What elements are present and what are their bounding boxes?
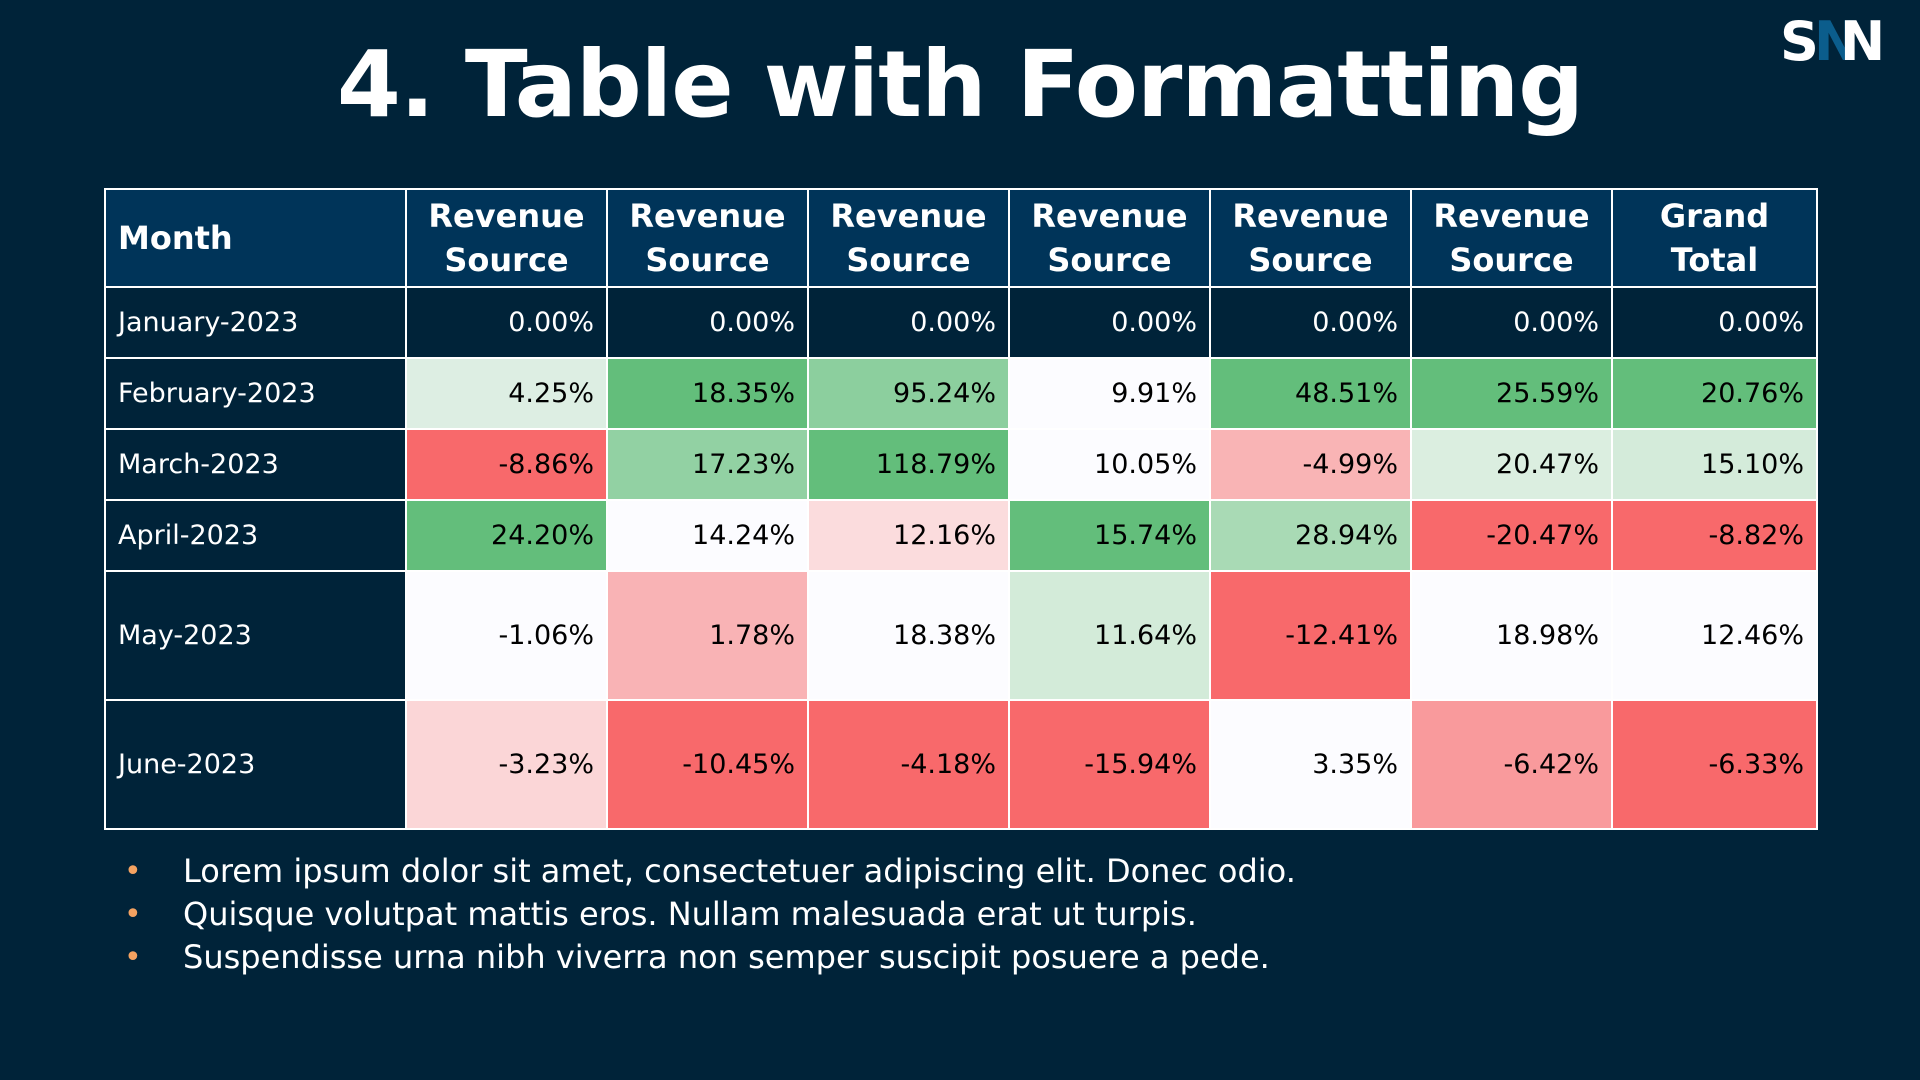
header-revenue-source: Revenue Source [606,188,809,288]
value-cell: 9.91% [1008,357,1211,430]
revenue-table: Month Revenue Source Revenue Source Reve… [104,188,1818,830]
header-line: Source [846,241,971,279]
header-line: Source [1449,241,1574,279]
value-cell: 0.00% [1410,286,1613,359]
value-cell: 0.00% [606,286,809,359]
header-line: Revenue [629,197,786,235]
value-cell: -6.42% [1410,699,1613,830]
value-cell: 48.51% [1209,357,1412,430]
value-cell: 12.16% [807,499,1010,572]
logo-letter-s: S [1780,10,1819,73]
value-cell: -4.99% [1209,428,1412,501]
value-cell: 20.47% [1410,428,1613,501]
bullet-item: • Quisque volutpat mattis eros. Nullam m… [120,893,1296,936]
header-line: Revenue [1433,197,1590,235]
header-month: Month [104,188,407,288]
value-cell: 25.59% [1410,357,1613,430]
header-line: Source [645,241,770,279]
table-row: June-2023 -3.23% -10.45% -4.18% -15.94% … [104,699,1818,830]
header-line: Source [1047,241,1172,279]
header-line: Revenue [428,197,585,235]
value-cell: 3.35% [1209,699,1412,830]
value-cell: 118.79% [807,428,1010,501]
header-revenue-source: Revenue Source [405,188,608,288]
value-cell: -20.47% [1410,499,1613,572]
header-line: Source [444,241,569,279]
bullet-icon: • [124,940,142,975]
header-grand-total: Grand Total [1611,188,1818,288]
value-cell: 14.24% [606,499,809,572]
grand-total-cell: 12.46% [1611,570,1818,701]
header-line: Revenue [830,197,987,235]
value-cell: 18.35% [606,357,809,430]
header-line: Source [1248,241,1373,279]
value-cell: -3.23% [405,699,608,830]
value-cell: 0.00% [1209,286,1412,359]
value-cell: 0.00% [1008,286,1211,359]
bullet-icon: • [124,897,142,932]
bullet-item: • Lorem ipsum dolor sit amet, consectetu… [120,850,1296,893]
month-cell: February-2023 [104,357,407,430]
table-row: May-2023 -1.06% 1.78% 18.38% 11.64% -12.… [104,570,1818,701]
value-cell: -8.86% [405,428,608,501]
grand-total-cell: -8.82% [1611,499,1818,572]
month-cell: January-2023 [104,286,407,359]
value-cell: 15.74% [1008,499,1211,572]
header-revenue-source: Revenue Source [1209,188,1412,288]
brand-logo: S N N [1778,14,1893,70]
bullet-text: Quisque volutpat mattis eros. Nullam mal… [183,895,1197,933]
bullet-icon: • [124,854,142,889]
bullet-list: • Lorem ipsum dolor sit amet, consectetu… [120,850,1296,979]
value-cell: -1.06% [405,570,608,701]
bullet-text: Suspendisse urna nibh viverra non semper… [183,938,1270,976]
value-cell: -12.41% [1209,570,1412,701]
month-cell: April-2023 [104,499,407,572]
value-cell: 4.25% [405,357,608,430]
value-cell: 1.78% [606,570,809,701]
month-cell: March-2023 [104,428,407,501]
bullet-item: • Suspendisse urna nibh viverra non semp… [120,936,1296,979]
value-cell: 28.94% [1209,499,1412,572]
value-cell: 17.23% [606,428,809,501]
grand-total-cell: 0.00% [1611,286,1818,359]
grand-total-cell: -6.33% [1611,699,1818,830]
grand-total-cell: 20.76% [1611,357,1818,430]
value-cell: 95.24% [807,357,1010,430]
value-cell: 0.00% [405,286,608,359]
value-cell: 10.05% [1008,428,1211,501]
header-line: Revenue [1031,197,1188,235]
month-cell: June-2023 [104,699,407,830]
page-title: 4. Table with Formatting [336,31,1584,138]
value-cell: -4.18% [807,699,1010,830]
header-line: Month [118,219,233,257]
table-header-row: Month Revenue Source Revenue Source Reve… [104,188,1818,288]
value-cell: -10.45% [606,699,809,830]
value-cell: 11.64% [1008,570,1211,701]
logo-letter-n-blue: N [1814,10,1860,73]
table-row: February-2023 4.25% 18.35% 95.24% 9.91% … [104,357,1818,430]
header-revenue-source: Revenue Source [1008,188,1211,288]
table-row: April-2023 24.20% 14.24% 12.16% 15.74% 2… [104,499,1818,572]
value-cell: 24.20% [405,499,608,572]
value-cell: -15.94% [1008,699,1211,830]
month-cell: May-2023 [104,570,407,701]
header-line: Total [1670,241,1759,279]
table-row: March-2023 -8.86% 17.23% 118.79% 10.05% … [104,428,1818,501]
value-cell: 18.38% [807,570,1010,701]
value-cell: 18.98% [1410,570,1613,701]
bullet-text: Lorem ipsum dolor sit amet, consectetuer… [183,852,1296,890]
header-line: Revenue [1232,197,1389,235]
header-revenue-source: Revenue Source [1410,188,1613,288]
table-row: January-2023 0.00% 0.00% 0.00% 0.00% 0.0… [104,286,1818,359]
value-cell: 0.00% [807,286,1010,359]
grand-total-cell: 15.10% [1611,428,1818,501]
header-revenue-source: Revenue Source [807,188,1010,288]
logo-letter-n: N [1840,10,1886,73]
header-line: Grand [1659,197,1770,235]
